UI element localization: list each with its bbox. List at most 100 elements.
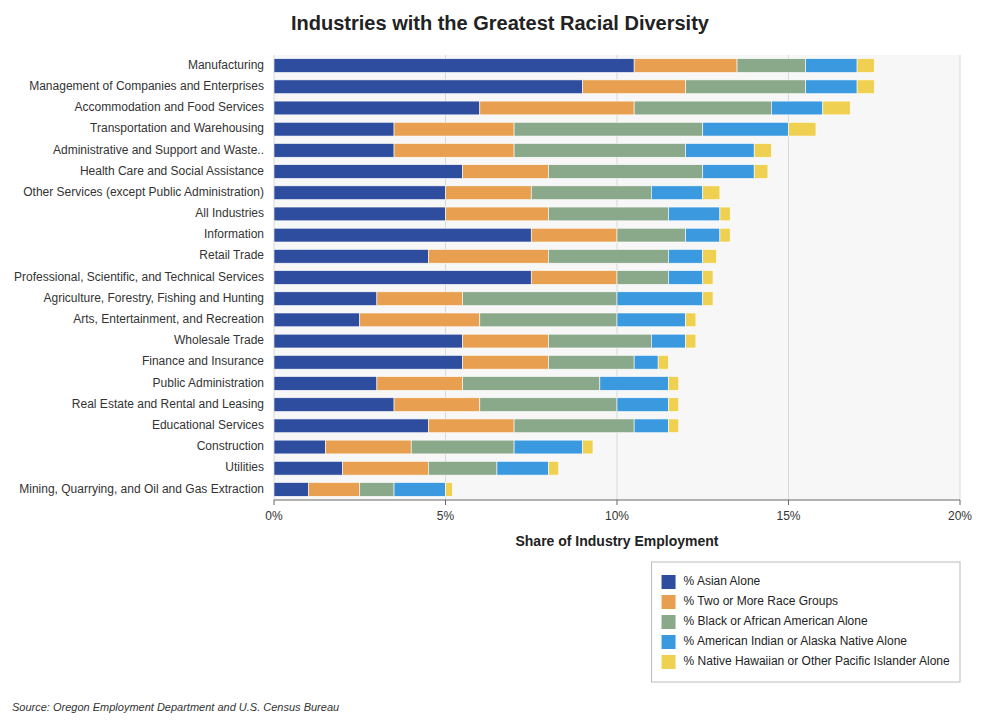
tick-label: 0% — [265, 509, 283, 523]
tick-label: 10% — [605, 509, 629, 523]
legend-swatch — [662, 655, 676, 669]
tick-mark — [788, 500, 789, 505]
bar-segment — [754, 165, 768, 179]
bar-segment — [548, 207, 668, 221]
bar-segment — [274, 483, 308, 497]
bar-segment — [514, 122, 703, 136]
bar-segment — [634, 355, 658, 369]
bar-segment — [394, 483, 445, 497]
bar-segment — [548, 165, 702, 179]
bar-segment — [600, 377, 669, 391]
category-label: Educational Services — [152, 418, 264, 432]
plot-background — [274, 55, 960, 500]
grid-line — [960, 55, 961, 500]
bar-segment — [703, 249, 717, 263]
bar-segment — [274, 186, 446, 200]
bar-segment — [668, 419, 678, 433]
bar-segment — [411, 440, 514, 454]
category-label: Finance and Insurance — [142, 354, 264, 368]
bar-segment — [274, 292, 377, 306]
tick-mark — [274, 500, 275, 505]
bar-segment — [446, 186, 532, 200]
bar-segment — [686, 143, 755, 157]
bar-segment — [274, 80, 583, 94]
bar-segment — [634, 101, 771, 115]
bar-segment — [446, 483, 453, 497]
bar-segment — [274, 165, 463, 179]
bar-segment — [274, 461, 343, 475]
category-label: Administrative and Support and Waste.. — [53, 143, 264, 157]
bar-segment — [548, 334, 651, 348]
bar-segment — [703, 292, 713, 306]
bar-segment — [823, 101, 850, 115]
bar-segment — [583, 80, 686, 94]
category-label: Real Estate and Rental and Leasing — [72, 397, 264, 411]
source-note: Source: Oregon Employment Department and… — [12, 701, 339, 713]
category-label: Utilities — [225, 460, 264, 474]
bar-segment — [634, 59, 737, 73]
category-label: Arts, Entertainment, and Recreation — [73, 312, 264, 326]
x-axis-label: Share of Industry Employment — [515, 533, 718, 549]
grid-line — [788, 55, 789, 500]
bar-segment — [686, 334, 696, 348]
bar-segment — [634, 419, 668, 433]
bar-segment — [531, 271, 617, 285]
bar-segment — [463, 165, 549, 179]
bar-segment — [377, 377, 463, 391]
bar-segment — [857, 59, 874, 73]
bar-segment — [480, 313, 617, 327]
bar-segment — [668, 377, 678, 391]
x-axis: 0%5%10%15%20%Share of Industry Employmen… — [265, 500, 972, 549]
bar-segment — [514, 440, 583, 454]
bar-segment — [274, 334, 463, 348]
series — [394, 59, 857, 497]
category-label: Transportation and Warehousing — [90, 121, 264, 135]
bar-segment — [274, 207, 446, 221]
category-label: Agriculture, Forestry, Fishing and Hunti… — [43, 291, 264, 305]
legend-label: % American Indian or Alaska Native Alone — [684, 634, 908, 648]
title: Industries with the Greatest Racial Dive… — [291, 12, 710, 34]
category-label: Mining, Quarrying, and Oil and Gas Extra… — [19, 482, 264, 496]
bar-segment — [274, 59, 634, 73]
tick-mark — [445, 500, 446, 505]
bar-segment — [360, 483, 394, 497]
bar-segment — [668, 398, 678, 412]
tick-label: 20% — [948, 509, 972, 523]
bar-segment — [668, 271, 702, 285]
bar-segment — [274, 313, 360, 327]
bar-segment — [583, 440, 593, 454]
bar-segment — [668, 249, 702, 263]
bar-segment — [806, 59, 857, 73]
bar-segment — [480, 398, 617, 412]
legend-label: % Two or More Race Groups — [684, 594, 839, 608]
bar-segment — [617, 271, 668, 285]
legend-swatch — [662, 575, 676, 589]
bar-segment — [617, 292, 703, 306]
bar-segment — [446, 207, 549, 221]
category-label: Management of Companies and Enterprises — [29, 79, 264, 93]
bar-segment — [274, 228, 531, 242]
bar-segment — [394, 143, 514, 157]
chart: Industries with the Greatest Racial Dive… — [0, 0, 1000, 725]
bar-segment — [394, 122, 514, 136]
legend: % Asian Alone% Two or More Race Groups% … — [652, 562, 960, 682]
bar-segment — [771, 101, 822, 115]
bar-segment — [428, 461, 497, 475]
bar-segment — [548, 249, 668, 263]
bar-segment — [377, 292, 463, 306]
bar-segment — [274, 101, 480, 115]
bar-segment — [720, 207, 730, 221]
bar-segment — [480, 101, 634, 115]
bar-segment — [703, 165, 754, 179]
category-labels: ManufacturingManagement of Companies and… — [14, 58, 264, 496]
bar-segment — [514, 143, 686, 157]
category-label: Wholesale Trade — [174, 333, 264, 347]
tick-mark — [960, 500, 961, 505]
bar-segment — [703, 271, 713, 285]
grid — [274, 55, 960, 500]
bar-segment — [514, 419, 634, 433]
bar-segment — [274, 377, 377, 391]
bar-segment — [737, 59, 806, 73]
bar-segment — [789, 122, 816, 136]
legend-frame — [652, 562, 960, 682]
